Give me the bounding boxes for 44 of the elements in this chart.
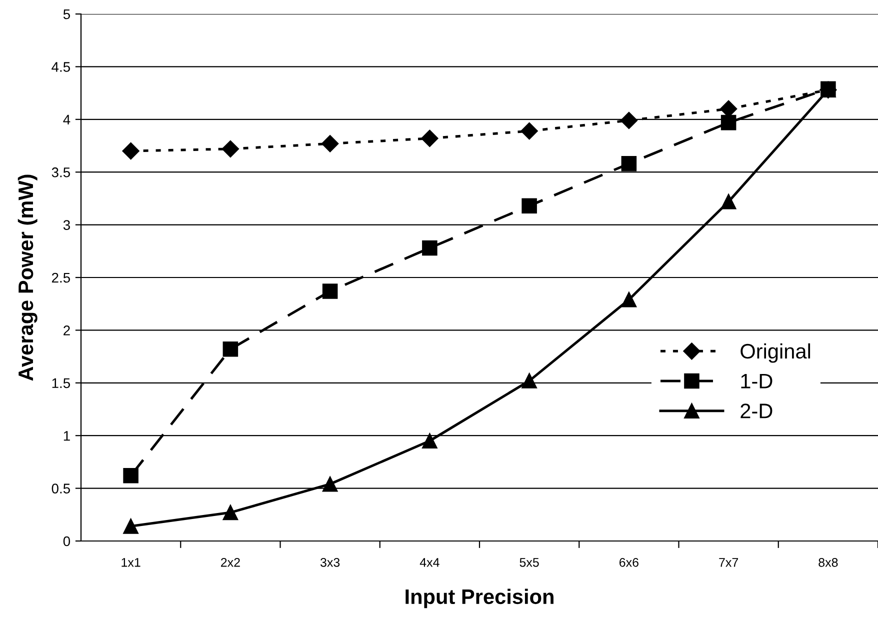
point xyxy=(621,292,637,308)
y-tick-label: 0 xyxy=(63,536,70,546)
legend-label: 2-D xyxy=(740,404,772,418)
point xyxy=(123,468,138,484)
x-tick-label: 1x1 xyxy=(122,558,140,567)
x-tick-label: 7x7 xyxy=(719,558,738,567)
point xyxy=(520,122,538,140)
legend-label: Original xyxy=(740,343,810,363)
legend-label: 1-D xyxy=(741,374,772,388)
point xyxy=(522,198,537,214)
x-tick-label: 4x4 xyxy=(420,558,440,567)
y-tick-label: 1.5 xyxy=(52,378,70,388)
point xyxy=(621,156,637,172)
x-axis-title: Input Precision xyxy=(406,588,554,608)
point xyxy=(222,342,238,357)
y-tick-label: 2.5 xyxy=(52,272,70,283)
point xyxy=(422,433,438,449)
x-tick-label: 5x5 xyxy=(520,558,539,567)
point xyxy=(222,140,239,158)
point xyxy=(123,518,138,534)
point xyxy=(122,142,140,160)
point xyxy=(322,476,338,492)
point xyxy=(720,194,736,210)
y-tick-label: 3 xyxy=(63,220,70,230)
point xyxy=(421,130,438,147)
point xyxy=(522,373,537,388)
y-tick-label: 2 xyxy=(64,326,70,336)
y-tick-label: 5 xyxy=(63,9,70,20)
y-tick-label: 3.5 xyxy=(52,167,70,178)
x-tick-label: 3x3 xyxy=(320,558,340,567)
y-tick-label: 1 xyxy=(64,431,70,441)
point xyxy=(720,114,736,130)
point xyxy=(620,112,638,130)
point xyxy=(222,504,238,520)
x-tick-label: 2x2 xyxy=(220,558,240,567)
y-tick-label: 0.5 xyxy=(52,484,70,494)
y-tick-label: 4.5 xyxy=(52,62,70,72)
y-axis-title: Average Power (mW) xyxy=(18,174,38,381)
point xyxy=(322,284,338,299)
x-tick-label: 6x6 xyxy=(619,558,638,567)
y-tick-label: 4 xyxy=(63,114,70,124)
point xyxy=(322,135,339,152)
point xyxy=(422,240,438,256)
x-tick-label: 8x8 xyxy=(818,558,838,567)
